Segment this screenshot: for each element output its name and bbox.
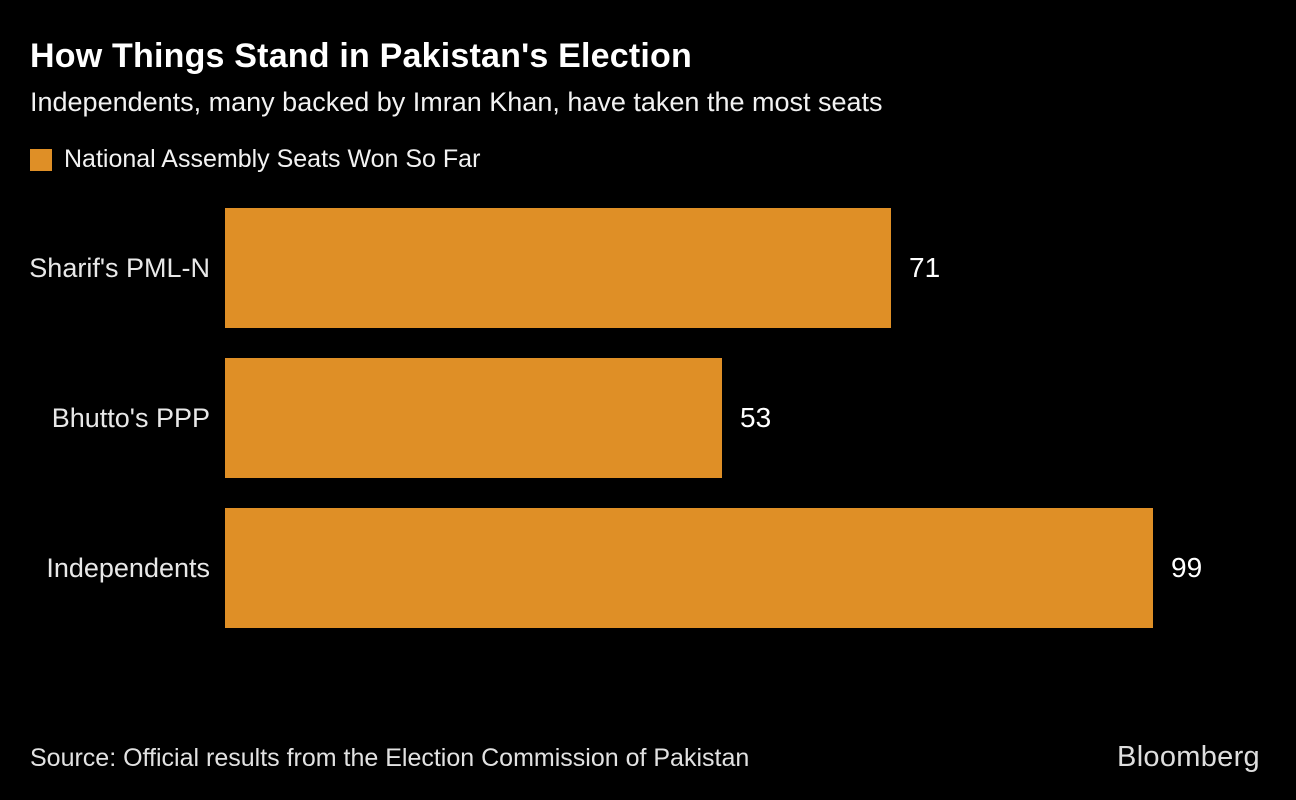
chart-legend: National Assembly Seats Won So Far: [30, 145, 480, 174]
bar-track: 71: [225, 208, 1296, 328]
chart-header: How Things Stand in Pakistan's Election …: [30, 37, 1266, 118]
bar: [225, 208, 891, 328]
chart-subtitle: Independents, many backed by Imran Khan,…: [30, 87, 883, 118]
bar-category-label: Bhutto's PPP: [51, 402, 210, 433]
bar-row: Sharif's PML-N 71: [0, 208, 1296, 328]
chart-footer: Source: Official results from the Electi…: [30, 741, 1260, 774]
bar-category-label: Independents: [46, 552, 210, 583]
bar-chart: Sharif's PML-N 71 Bhutto's PPP 53 Independen…: [0, 208, 1296, 628]
bloomberg-logo: Bloomberg: [1117, 741, 1260, 773]
bar-track: 99: [225, 508, 1296, 628]
bar: [225, 508, 1153, 628]
bar: [225, 358, 722, 478]
bar-value-label: 53: [740, 402, 772, 433]
bar-category-label: Sharif's PML-N: [29, 252, 210, 283]
chart-title: How Things Stand in Pakistan's Election: [30, 37, 692, 75]
bar-row: Independents 99: [0, 508, 1296, 628]
legend-label: National Assembly Seats Won So Far: [64, 145, 481, 173]
bar-value-label: 71: [909, 252, 941, 283]
bar-row: Bhutto's PPP 53: [0, 358, 1296, 478]
source-note: Source: Official results from the Electi…: [30, 744, 750, 772]
bar-value-label: 99: [1171, 552, 1203, 583]
bar-track: 53: [225, 358, 1296, 478]
legend-swatch-icon: [30, 148, 52, 171]
